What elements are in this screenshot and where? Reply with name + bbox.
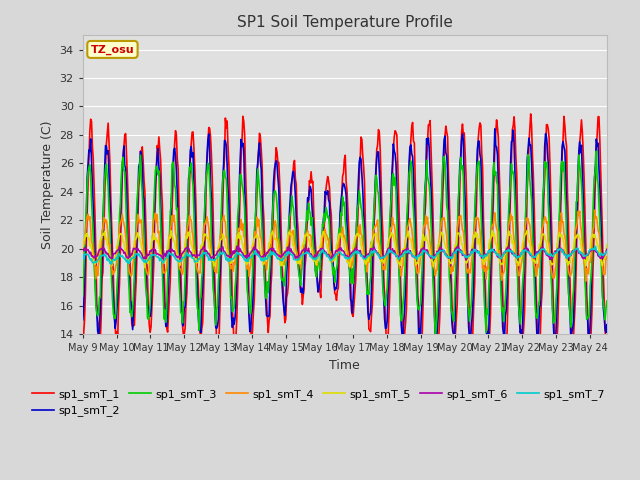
Text: TZ_osu: TZ_osu [91,44,134,55]
sp1_smT_7 [603,249,611,254]
Line: sp1_smT_5: sp1_smT_5 [83,230,607,267]
Line: sp1_smT_3: sp1_smT_3 [83,151,607,339]
sp1_smT_4 [316,247,324,252]
sp1_smT_7 [591,243,599,249]
sp1_smT_4 [582,278,589,284]
sp1_smT_7 [214,252,222,257]
sp1_smT_1 [429,200,436,205]
Line: sp1_smT_1: sp1_smT_1 [83,114,607,364]
sp1_smT_3 [79,293,86,299]
sp1_smT_4 [79,251,86,257]
sp1_smT_6 [317,246,324,252]
sp1_smT_5 [388,233,396,239]
sp1_smT_7 [173,257,180,263]
sp1_smT_7 [79,252,86,257]
sp1_smT_1 [535,361,543,367]
sp1_smT_6 [214,249,221,254]
sp1_smT_3 [474,159,482,165]
sp1_smT_3 [388,192,396,197]
sp1_smT_1 [79,344,86,349]
sp1_smT_5 [474,241,482,247]
sp1_smT_3 [316,267,324,273]
sp1_smT_3 [429,273,436,278]
sp1_smT_5 [141,264,148,270]
sp1_smT_2 [491,126,499,132]
sp1_smT_7 [429,256,437,262]
sp1_smT_6 [476,249,483,255]
sp1_smT_1 [316,288,324,294]
sp1_smT_1 [527,111,534,117]
sp1_smT_5 [173,248,180,254]
sp1_smT_7 [388,250,396,255]
sp1_smT_7 [108,262,115,267]
X-axis label: Time: Time [330,359,360,372]
sp1_smT_3 [172,185,179,191]
sp1_smT_1 [603,348,611,354]
sp1_smT_4 [429,263,436,269]
sp1_smT_5 [317,243,324,249]
Line: sp1_smT_7: sp1_smT_7 [83,246,607,264]
sp1_smT_2 [214,323,221,329]
sp1_smT_7 [317,250,324,255]
sp1_smT_4 [474,216,481,222]
sp1_smT_2 [429,256,436,262]
Y-axis label: Soil Temperature (C): Soil Temperature (C) [41,120,54,249]
sp1_smT_6 [462,257,470,263]
sp1_smT_4 [591,207,598,213]
sp1_smT_4 [214,255,221,261]
sp1_smT_6 [603,247,611,252]
sp1_smT_5 [79,244,86,250]
Line: sp1_smT_2: sp1_smT_2 [83,129,607,343]
sp1_smT_5 [603,241,611,247]
sp1_smT_2 [172,153,179,159]
sp1_smT_5 [429,264,437,270]
Line: sp1_smT_4: sp1_smT_4 [83,210,607,281]
sp1_smT_3 [214,303,221,309]
sp1_smT_2 [603,322,611,327]
sp1_smT_4 [603,254,611,260]
sp1_smT_3 [603,298,611,304]
Line: sp1_smT_6: sp1_smT_6 [83,246,607,260]
sp1_smT_2 [467,340,474,346]
sp1_smT_6 [429,253,437,259]
sp1_smT_2 [474,138,482,144]
sp1_smT_5 [488,228,496,233]
sp1_smT_4 [388,227,396,232]
sp1_smT_1 [388,208,396,214]
sp1_smT_1 [214,339,221,345]
sp1_smT_6 [79,248,86,253]
sp1_smT_6 [233,243,241,249]
sp1_smT_2 [388,177,396,182]
sp1_smT_1 [172,128,179,133]
sp1_smT_2 [79,317,86,323]
sp1_smT_4 [172,230,179,236]
sp1_smT_2 [316,278,324,284]
sp1_smT_1 [474,165,481,171]
Legend: sp1_smT_1, sp1_smT_2, sp1_smT_3, sp1_smT_4, sp1_smT_5, sp1_smT_6, sp1_smT_7: sp1_smT_1, sp1_smT_2, sp1_smT_3, sp1_smT… [28,384,609,421]
sp1_smT_6 [172,252,179,258]
sp1_smT_5 [214,244,222,250]
Title: SP1 Soil Temperature Profile: SP1 Soil Temperature Profile [237,15,452,30]
sp1_smT_6 [388,246,396,252]
sp1_smT_7 [474,249,482,255]
sp1_smT_3 [431,336,439,342]
sp1_smT_3 [593,148,600,154]
